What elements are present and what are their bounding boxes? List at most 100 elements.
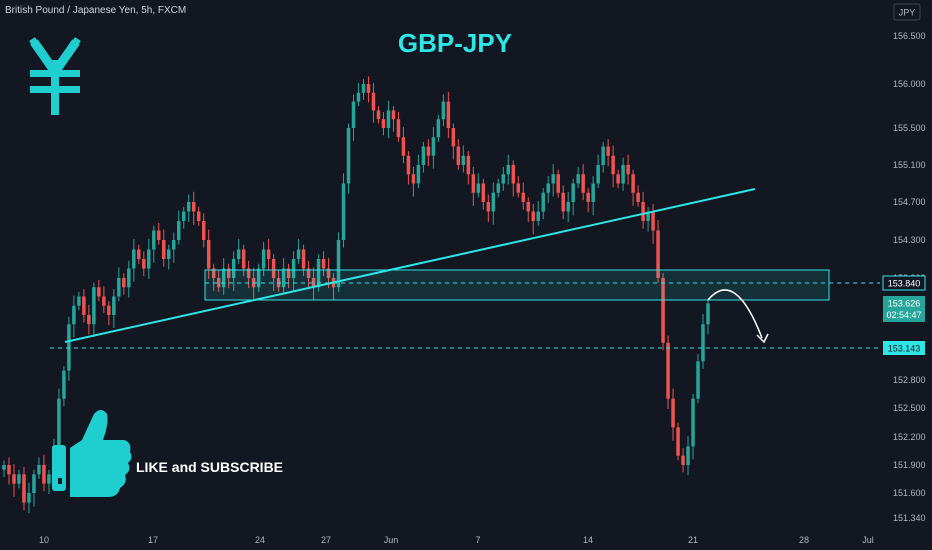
- svg-text:02:54:47: 02:54:47: [886, 310, 921, 320]
- candle-body: [411, 174, 416, 184]
- candle-body: [501, 174, 506, 184]
- time-axis-label: 14: [583, 535, 593, 545]
- candle-body: [481, 183, 486, 202]
- time-axis-label: 7: [475, 535, 480, 545]
- price-axis-label: 152.200: [893, 432, 926, 442]
- candle-body: [226, 268, 231, 278]
- candle-body: [561, 192, 565, 212]
- candle-body: [356, 92, 361, 102]
- candle-body: [201, 221, 206, 240]
- candle-body: [656, 230, 660, 278]
- svg-text:153.626: 153.626: [888, 299, 921, 309]
- candle-body: [471, 174, 476, 193]
- candle-body: [706, 303, 710, 325]
- candle-body: [92, 287, 96, 325]
- candle-body: [441, 101, 446, 120]
- price-axis-label: 155.100: [893, 160, 926, 170]
- candle-body: [167, 249, 171, 259]
- candle-body: [406, 155, 411, 175]
- candle-body: [196, 211, 201, 221]
- candle-body: [206, 240, 211, 269]
- candle-body: [581, 174, 585, 193]
- price-axis-label: 156.500: [893, 31, 926, 41]
- candle-body: [456, 146, 461, 165]
- candle-body: [177, 221, 181, 240]
- candle-body: [386, 110, 391, 128]
- candle-body: [142, 259, 146, 269]
- candle-body: [2, 465, 6, 470]
- candle-body: [631, 174, 635, 193]
- currency-badge[interactable]: [893, 3, 921, 21]
- svg-text:153.840: 153.840: [888, 279, 921, 289]
- candle-body: [491, 192, 496, 212]
- candle-body: [341, 183, 346, 240]
- candle-body: [216, 278, 221, 288]
- candle-body: [636, 192, 640, 202]
- chart-title: GBP-JPY: [398, 28, 512, 58]
- price-axis-label: 152.800: [893, 375, 926, 385]
- candle-body: [236, 249, 241, 259]
- candle-body: [381, 119, 386, 128]
- candle-body: [661, 278, 665, 343]
- resistance-zone[interactable]: [204, 269, 830, 301]
- candle-body: [666, 342, 670, 399]
- candle-body: [211, 268, 216, 278]
- candle-body: [391, 110, 396, 120]
- time-axis-label: 27: [321, 535, 331, 545]
- price-axis-label: 151.340: [893, 513, 926, 523]
- candle-body: [601, 146, 605, 165]
- candle-body: [626, 165, 630, 175]
- candle-body: [536, 211, 540, 221]
- candle-body: [696, 361, 700, 399]
- trendline[interactable]: [64, 188, 756, 343]
- candle-body: [681, 455, 685, 465]
- candle-body: [296, 249, 301, 259]
- candle-body: [436, 119, 441, 138]
- price-axis-label: 151.600: [893, 488, 926, 498]
- candle-body: [286, 268, 291, 278]
- candle-body: [32, 474, 36, 493]
- candle-body: [57, 398, 61, 447]
- candle-body: [152, 230, 156, 250]
- price-axis-label: 151.900: [893, 460, 926, 470]
- subscribe-text: LIKE and SUBSCRIBE: [136, 459, 283, 475]
- symbol-label: British Pound / Japanese Yen, 5h, FXCM: [5, 5, 186, 16]
- time-axis[interactable]: 10 17 24 27 Jun 7 14 21 28 Jul: [39, 535, 874, 545]
- time-axis-label: 24: [255, 535, 265, 545]
- candle-body: [361, 84, 366, 93]
- thumbs-up-icon[interactable]: [52, 410, 132, 497]
- candle-body: [321, 259, 326, 269]
- candle-body: [17, 474, 21, 484]
- candle-body: [371, 92, 376, 111]
- candle-body: [486, 202, 491, 212]
- candle-body: [306, 268, 311, 278]
- candle-body: [351, 101, 356, 128]
- candle-body: [162, 240, 166, 259]
- time-axis-label: 10: [39, 535, 49, 545]
- candle-body: [431, 137, 436, 156]
- candle-body: [7, 465, 11, 475]
- candle-body: [531, 211, 535, 221]
- candle-body: [461, 155, 466, 165]
- candle-body: [117, 278, 121, 297]
- time-axis-label: 28: [799, 535, 809, 545]
- candle-body: [261, 249, 266, 269]
- candle-body: [506, 165, 511, 175]
- time-axis-label: Jul: [862, 535, 874, 545]
- candle-body: [651, 211, 655, 231]
- candle-body: [566, 202, 570, 212]
- candle-body: [591, 183, 595, 202]
- candle-body: [546, 183, 550, 193]
- candle-body: [466, 155, 471, 175]
- candle-body: [82, 296, 86, 315]
- candle-body: [301, 249, 306, 269]
- candle-body: [446, 101, 451, 128]
- candle-body: [366, 84, 371, 93]
- candle-body: [541, 192, 545, 212]
- candle-body: [181, 211, 186, 221]
- candle-body: [12, 474, 16, 484]
- candle-body: [701, 324, 705, 362]
- candlestick-series: [2, 76, 710, 514]
